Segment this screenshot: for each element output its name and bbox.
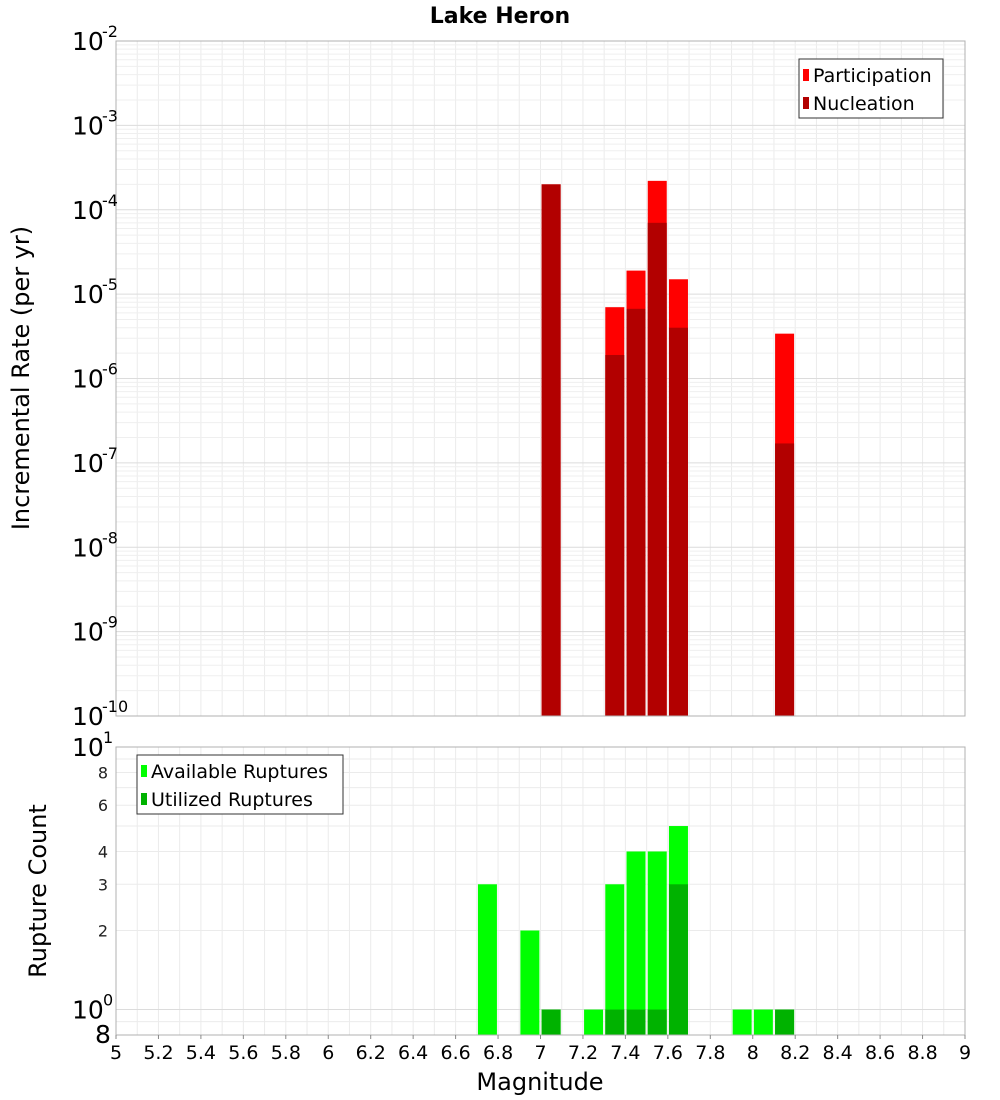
y-tick-label: 10 <box>72 27 104 56</box>
y-tick-exponent: -3 <box>102 106 118 125</box>
x-tick-label: 7.2 <box>568 1042 598 1064</box>
y-tick-label: 10 <box>72 996 104 1025</box>
bar-available-ruptures <box>753 1009 773 1035</box>
bar-utilized-ruptures <box>668 884 688 1035</box>
y-tick-label: 10 <box>72 733 104 762</box>
x-tick-label: 5.2 <box>143 1042 173 1064</box>
x-tick-label: 8.2 <box>780 1042 810 1064</box>
bar-nucleation <box>605 354 625 716</box>
bottom-bars <box>477 826 795 1035</box>
y-tick-label: 4 <box>98 842 108 861</box>
x-tick-label: 6 <box>322 1042 334 1064</box>
y-tick-exponent: -9 <box>102 613 118 632</box>
legend-swatch <box>803 69 809 81</box>
y-tick-exponent: -4 <box>102 191 118 210</box>
x-tick-label: 5.8 <box>271 1042 301 1064</box>
bottom-y-axis-label: Rupture Count <box>24 804 52 978</box>
x-axis-label: Magnitude <box>476 1068 603 1096</box>
x-tick-label: 9 <box>959 1042 971 1064</box>
y-tick-label: 10 <box>72 196 104 225</box>
x-tick-label: 8.8 <box>907 1042 937 1064</box>
legend-label: Utilized Ruptures <box>151 789 313 811</box>
y-tick-label: 10 <box>72 618 104 647</box>
bar-utilized-ruptures <box>605 1009 625 1035</box>
x-tick-label: 5.4 <box>186 1042 216 1064</box>
legend-label: Nucleation <box>813 93 915 115</box>
bar-available-ruptures <box>520 930 540 1035</box>
bar-nucleation <box>626 308 646 716</box>
x-tick-label: 7.8 <box>695 1042 725 1064</box>
bar-available-ruptures <box>626 851 646 1035</box>
top-y-axis-label: Incremental Rate (per yr) <box>7 226 35 530</box>
x-tick-label: 6.8 <box>483 1042 513 1064</box>
x-tick-label: 6.6 <box>440 1042 470 1064</box>
top-plot-frame <box>115 40 966 717</box>
bar-nucleation <box>775 443 795 716</box>
x-tick-label: 7.4 <box>610 1042 640 1064</box>
x-tick-label: 7 <box>534 1042 546 1064</box>
bar-available-ruptures <box>605 884 625 1035</box>
y-tick-exponent: -2 <box>102 22 118 41</box>
y-tick-label: 8 <box>98 763 108 782</box>
y-tick-label: 10 <box>72 533 104 562</box>
x-tick-label: 5.6 <box>228 1042 258 1064</box>
y-tick-label: 3 <box>98 875 108 894</box>
legend-label: Available Ruptures <box>151 761 328 783</box>
x-tick-label: 5 <box>110 1042 122 1064</box>
y-tick-label: 2 <box>98 922 108 941</box>
y-tick-label: 8 <box>95 1020 111 1049</box>
bar-available-ruptures <box>647 851 667 1035</box>
y-tick-label: 10 <box>72 449 104 478</box>
y-tick-exponent: -10 <box>102 697 128 716</box>
legend-swatch <box>141 765 147 777</box>
y-tick-label: 10 <box>72 280 104 309</box>
x-tick-labels: 5 5.2 5.4 5.6 5.8 6 6.2 6.4 6.6 6.8 7 7.2 7.4 7.6 7.8 8… <box>110 1035 971 1064</box>
bar-nucleation <box>668 327 688 716</box>
x-tick-label: 8.6 <box>865 1042 895 1064</box>
x-tick-label: 7.6 <box>653 1042 683 1064</box>
top-grid <box>115 41 966 717</box>
x-tick-label: 6.2 <box>356 1042 386 1064</box>
y-tick-exponent: -7 <box>102 444 118 463</box>
y-tick-label: 10 <box>72 111 104 140</box>
bar-nucleation <box>647 222 667 716</box>
legend-label: Participation <box>813 65 932 87</box>
bottom-legend: Available Ruptures Utilized Ruptures <box>136 754 344 815</box>
y-tick-exponent: -6 <box>102 360 118 379</box>
y-tick-label: 6 <box>98 796 108 815</box>
y-tick-exponent: 0 <box>103 991 113 1010</box>
y-tick-label: 10 <box>72 702 104 731</box>
legend-swatch <box>141 793 147 805</box>
top-legend: Participation Nucleation <box>798 58 944 119</box>
chart-title: Lake Heron <box>430 4 570 29</box>
bar-nucleation <box>541 184 561 717</box>
legend-box <box>136 754 344 815</box>
x-tick-label: 8 <box>747 1042 759 1064</box>
legend-swatch <box>803 97 809 109</box>
x-tick-label: 6.4 <box>398 1042 428 1064</box>
y-tick-exponent: -8 <box>102 528 118 547</box>
x-tick-label: 8.4 <box>823 1042 853 1064</box>
bar-utilized-ruptures <box>626 1009 646 1035</box>
bar-utilized-ruptures <box>541 1009 561 1035</box>
bar-utilized-ruptures <box>647 1009 667 1035</box>
y-tick-exponent: 1 <box>103 728 113 747</box>
bar-utilized-ruptures <box>775 1009 795 1035</box>
y-tick-exponent: -5 <box>102 275 118 294</box>
bar-available-ruptures <box>732 1009 752 1035</box>
bar-available-ruptures <box>584 1009 604 1035</box>
legend-box <box>798 58 944 119</box>
bar-available-ruptures <box>477 884 497 1035</box>
y-tick-label: 10 <box>72 365 104 394</box>
top-bars <box>541 180 795 717</box>
